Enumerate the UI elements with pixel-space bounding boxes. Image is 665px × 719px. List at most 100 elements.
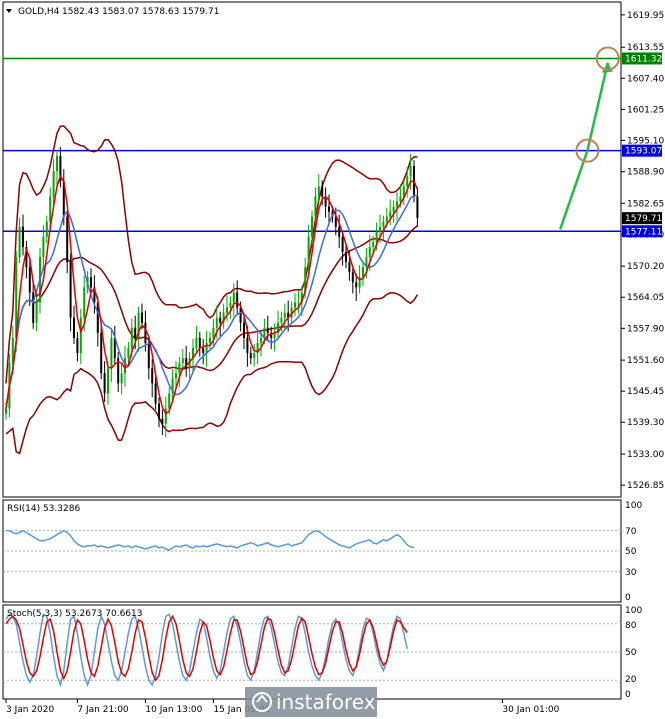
candle-body [246,337,249,354]
candle-body [409,166,412,177]
bollinger-lower [5,292,419,455]
price-axis: 1619.95 1613.55 1607.40 1601.25 1595.10 1588.… [621,11,664,491]
candle-body [66,216,69,263]
candle-body [229,302,232,308]
candle-body [144,322,147,343]
price-tick-label: 1588.90 [627,168,664,178]
price-label-target: 1611.32 [625,54,662,64]
candle-body [266,327,269,333]
candle-body [375,231,378,242]
candle-body [69,262,72,318]
price-tick-label: 1582.65 [627,199,664,209]
rsi-level-70: 70 [625,527,637,537]
price-tick-label: 1564.05 [627,293,664,303]
candle-body [273,332,276,338]
candle-body [90,277,92,288]
candle-body [175,373,177,379]
watermark-logo-icon [252,692,272,712]
candle-body [283,312,286,318]
candle-body [243,322,245,338]
price-tick-label: 1545.45 [627,387,664,397]
candle-body [219,317,222,323]
candle-body [324,196,327,207]
candle-body [5,408,7,414]
candle-body [22,226,24,247]
candle-body [351,272,354,283]
time-tick-label: 3 Jan 2020 [6,705,54,715]
candle-body [294,302,296,308]
price-tick-label: 1595.10 [627,136,664,146]
dropdown-arrow-icon[interactable] [6,9,12,13]
candle-body [11,337,14,364]
price-tick-label: 1539.30 [627,418,664,428]
candle-body [202,347,205,354]
candle-body [93,287,96,303]
candle-body [212,327,215,338]
candle-body [396,201,398,207]
candle-body [249,353,252,359]
forecast-arrow-segment [586,62,610,151]
candle-body [304,267,307,293]
candle-body [168,393,171,409]
rsi-indicator [3,529,621,572]
ma-slow-line [5,194,418,409]
candle-body [389,211,392,217]
instaforex-watermark: instaforex [245,687,377,717]
stoch-main-line [5,613,408,688]
candle-body [280,317,283,323]
candle-body [127,347,130,359]
price-label-box-resistance [622,144,662,157]
candle-body [328,206,330,212]
candle-body [198,337,201,348]
price-labels: 1611.32 1593.07 1579.71 1577.11 [622,52,662,238]
candle-body [239,307,242,323]
candle-body [178,363,181,374]
stochastic-indicator [3,613,621,688]
candle-body [256,342,259,354]
candle-body [348,262,351,273]
candle-body [290,307,293,318]
stoch-level-20: 20 [625,675,637,685]
candle-body [365,257,368,268]
candle-body [147,342,150,369]
candle-body [355,282,358,288]
candle-body [83,287,86,318]
candle-body [100,332,103,374]
candle-body [120,373,123,384]
candle-body [379,226,381,232]
price-tick-label: 1613.55 [627,43,664,53]
candle-body [137,312,140,338]
forecast-arrow-segment [559,150,589,230]
candle-body [307,236,310,268]
price-tick-label: 1557.90 [627,324,664,334]
price-tick-label: 1533.00 [627,450,664,460]
candle-body [222,312,225,323]
stoch-title: Stoch(5,3,3) 53.2673 70.6613 [7,609,142,619]
candle-body [300,292,303,303]
candle-body [277,322,279,333]
candle-body [270,332,273,338]
rsi-line [6,529,415,551]
price-label-box-target [622,52,662,65]
candle-body [215,317,218,328]
candle-body [107,368,109,394]
candle-body [263,327,266,338]
rsi-title: RSI(14) 53.3286 [7,504,80,514]
candle-body [124,358,126,374]
rsi-level-100: 100 [625,501,642,511]
candle-body [96,302,99,333]
candle-body [134,327,137,338]
candle-body [321,186,324,197]
symbol-label: GOLD,H4 [18,7,60,17]
candle-body [103,373,106,394]
bollinger-upper [5,125,418,384]
stoch-level-100: 100 [625,606,642,616]
candle-body [15,257,18,338]
candle-body [362,267,364,278]
candle-body [164,408,167,424]
stoch-signal-line [5,614,408,682]
candle-body [79,317,82,354]
candle-body [338,226,341,237]
ma-fast-line [5,174,419,415]
rsi-level-50: 50 [625,547,637,557]
